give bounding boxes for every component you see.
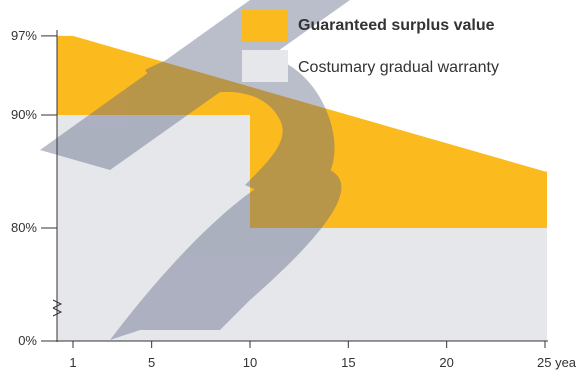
areas-layer xyxy=(57,35,547,341)
y-tick-label: 0% xyxy=(18,333,37,348)
legend-label: Guaranteed surplus value xyxy=(298,17,495,34)
series-customary-warranty-area xyxy=(57,115,547,341)
x-tick-label: 25 years xyxy=(537,355,576,370)
x-tick-label: 1 xyxy=(69,355,76,370)
watermark-stroke xyxy=(40,0,350,170)
watermark-logo xyxy=(40,0,350,340)
x-tick-label: 5 xyxy=(148,355,155,370)
legend-swatch xyxy=(242,50,288,82)
x-tick-label: 20 xyxy=(439,355,453,370)
watermark-stroke xyxy=(145,48,335,211)
legend-label: Costumary gradual warranty xyxy=(298,59,499,76)
y-tick-label: 97% xyxy=(11,28,37,43)
legend-swatch xyxy=(242,10,288,42)
series-guaranteed-surplus-area xyxy=(57,35,547,229)
x-tick-label: 15 xyxy=(341,355,355,370)
axis-break-mark xyxy=(52,299,63,317)
watermark-stroke xyxy=(110,165,342,340)
y-tick-label: 90% xyxy=(11,107,37,122)
x-tick-label: 10 xyxy=(243,355,257,370)
legend: Guaranteed surplus value Costumary gradua… xyxy=(242,10,499,82)
y-tick-label: 80% xyxy=(11,220,37,235)
